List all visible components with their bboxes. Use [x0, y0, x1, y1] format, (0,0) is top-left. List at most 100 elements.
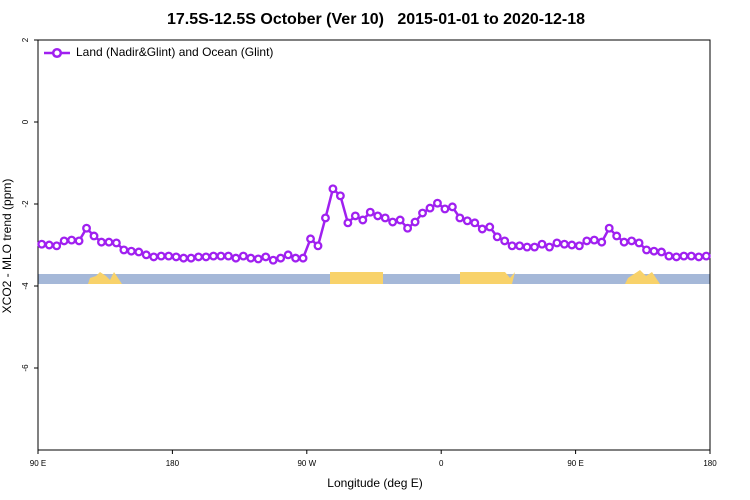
point: [328, 184, 338, 194]
point: [455, 213, 465, 223]
point: [223, 251, 233, 261]
point: [365, 207, 375, 217]
point: [186, 253, 196, 263]
y-axis-label: XCO2 - MLO trend (ppm): [0, 179, 14, 314]
point: [283, 250, 293, 260]
point: [642, 245, 651, 255]
legend-label: Land (Nadir&Glint) and Ocean (Glint): [76, 45, 273, 59]
point: [82, 223, 91, 233]
point: [276, 253, 286, 263]
x-tick-label: 90 E: [30, 459, 46, 468]
plot-frame: [37, 39, 711, 451]
point: [37, 239, 47, 249]
point: [350, 211, 360, 221]
point: [395, 215, 405, 225]
point: [253, 254, 263, 264]
point: [694, 252, 704, 262]
point: [492, 232, 502, 242]
point: [649, 246, 659, 256]
point: [97, 237, 106, 247]
point: [410, 217, 420, 227]
point: [179, 253, 189, 263]
point: [335, 191, 345, 201]
point: [567, 240, 577, 250]
point: [194, 252, 203, 262]
point: [500, 236, 510, 246]
point: [470, 218, 480, 228]
point: [552, 238, 562, 248]
point: [164, 251, 174, 261]
point: [209, 251, 218, 261]
y-tick-label: -4: [21, 282, 30, 290]
point: [433, 198, 442, 208]
point: [418, 208, 427, 218]
point: [298, 253, 308, 263]
point: [634, 238, 644, 248]
land-patch: [88, 272, 122, 284]
point: [701, 251, 711, 261]
point: [231, 253, 241, 263]
point: [134, 247, 144, 257]
point: [59, 236, 69, 246]
point: [306, 234, 315, 244]
point: [104, 237, 114, 247]
point: [537, 239, 547, 249]
x-tick-label: 0: [439, 459, 444, 468]
x-tick-label: 180: [703, 459, 717, 468]
point: [440, 204, 450, 214]
y-tick-label: 2: [21, 37, 30, 42]
point: [507, 241, 517, 251]
point: [358, 215, 368, 225]
point: [67, 235, 77, 245]
point: [313, 241, 323, 251]
point: [246, 253, 256, 263]
y-tick-label: -2: [21, 200, 30, 208]
point: [268, 255, 278, 265]
point: [74, 236, 84, 246]
point: [671, 252, 681, 262]
point: [604, 223, 614, 233]
x-axis-label: Longitude (deg E): [327, 476, 422, 490]
point: [545, 242, 554, 252]
point: [216, 251, 226, 261]
point: [664, 251, 674, 261]
point: [485, 222, 495, 232]
point: [530, 242, 539, 252]
point: [149, 252, 159, 262]
point: [44, 240, 54, 250]
chart-title: 17.5S-12.5S October (Ver 10) 2015-01-01 …: [167, 11, 585, 28]
point: [589, 235, 599, 245]
point: [201, 252, 211, 262]
surface-strip: [38, 270, 710, 284]
point: [574, 241, 584, 251]
land-patch: [460, 272, 515, 284]
x-tick-label: 90 W: [297, 459, 316, 468]
point: [582, 236, 592, 246]
point: [686, 251, 696, 261]
point: [619, 237, 629, 247]
point: [462, 216, 472, 226]
point: [597, 237, 607, 247]
point: [373, 211, 383, 221]
point: [403, 223, 413, 233]
point: [612, 231, 622, 241]
point: [52, 241, 62, 251]
point: [89, 231, 99, 241]
x-tick-label: 180: [166, 459, 180, 468]
land-patch: [625, 270, 660, 284]
point: [657, 247, 666, 257]
point: [522, 242, 532, 252]
land-patch: [330, 272, 383, 284]
point: [380, 213, 390, 223]
point: [343, 218, 353, 228]
point: [119, 245, 129, 255]
point: [321, 213, 330, 223]
point: [477, 224, 487, 234]
point: [627, 236, 637, 246]
point: [171, 252, 181, 262]
point: [141, 250, 151, 260]
point: [515, 241, 525, 251]
point: [425, 203, 435, 213]
x-tick-label: 90 E: [567, 459, 583, 468]
